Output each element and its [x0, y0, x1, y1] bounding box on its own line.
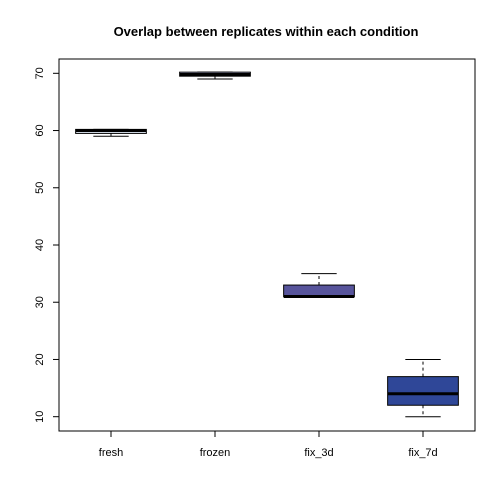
y-tick-label: 60 [34, 124, 46, 136]
box-fix_3d [283, 273, 355, 299]
y-tick-label: 10 [34, 411, 46, 423]
x-tick-label: frozen [200, 447, 231, 459]
box-iqr [283, 284, 355, 298]
x-tick-label: fix_3d [304, 447, 333, 459]
y-tick-label: 70 [34, 67, 46, 79]
x-tick-label: fresh [99, 447, 123, 459]
y-tick-label: 40 [34, 239, 46, 251]
plot-frame [58, 58, 476, 432]
box-frozen [179, 71, 251, 80]
boxes-group [75, 71, 459, 418]
box-iqr [387, 376, 459, 406]
x-axis: fresh frozen fix_3d fix_7d [99, 430, 438, 459]
box-fix_7d [387, 358, 459, 418]
chart-title: Overlap between replicates within each c… [114, 24, 419, 39]
y-tick-label: 50 [34, 182, 46, 194]
x-tick-label: fix_7d [408, 447, 437, 459]
y-tick-label: 30 [34, 296, 46, 308]
y-tick-label: 20 [34, 353, 46, 365]
box-fresh [75, 128, 147, 137]
y-axis: 10 20 30 40 50 60 70 [34, 67, 60, 423]
